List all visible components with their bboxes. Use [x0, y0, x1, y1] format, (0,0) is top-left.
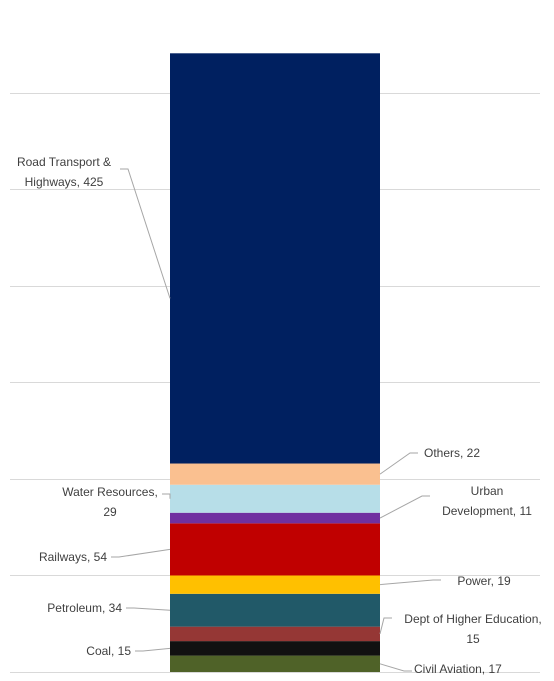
label-leader-lines: [111, 168, 441, 672]
bar-segment-water-resources: [170, 484, 380, 513]
bar-segment-civil-aviation: [170, 655, 380, 672]
leader-line-urban-development: [379, 495, 430, 519]
leader-line-others: [379, 452, 418, 475]
data-label-others: Others, 22: [424, 446, 480, 460]
data-label-civil-aviation: Civil Aviation, 17: [414, 662, 502, 676]
data-label-dept-of-higher-education: Dept of Higher Education, 15: [404, 612, 541, 646]
bar-segment-coal: [170, 641, 380, 656]
bar-segment-railways: [170, 523, 380, 576]
leader-line-road-transport-and-highways: [120, 168, 171, 299]
leader-line-power: [379, 579, 441, 586]
leader-line-water-resources: [162, 493, 171, 499]
leader-line-railways: [111, 548, 171, 558]
bar-segments: [170, 53, 380, 672]
data-label-railways: Railways, 54: [39, 550, 107, 564]
bar-segment-others: [170, 463, 380, 485]
data-label-coal: Coal, 15: [86, 644, 131, 658]
leader-line-civil-aviation: [379, 663, 412, 672]
bar-segment-dept-of-higher-education: [170, 626, 380, 642]
leader-line-dept-of-higher-education: [379, 617, 392, 634]
data-label-road-transport-and-highways: Road Transport & Highways, 425: [17, 155, 111, 189]
data-label-power: Power, 19: [457, 574, 511, 588]
data-labels: Civil Aviation, 17 Coal, 15 Dept of Higher…: [17, 155, 542, 676]
bar-segment-road-transport-and-highways: [170, 53, 380, 464]
bar-segment-petroleum: [170, 593, 380, 627]
data-label-water-resources: Water Resources, 29: [62, 485, 158, 519]
leader-line-petroleum: [126, 607, 171, 611]
leader-line-coal: [135, 647, 171, 652]
bar-segment-urban-development: [170, 512, 380, 524]
data-label-petroleum: Petroleum, 34: [47, 601, 122, 615]
bar-segment-power: [170, 575, 380, 594]
data-label-urban-development: Urban Development, 11: [442, 484, 532, 518]
